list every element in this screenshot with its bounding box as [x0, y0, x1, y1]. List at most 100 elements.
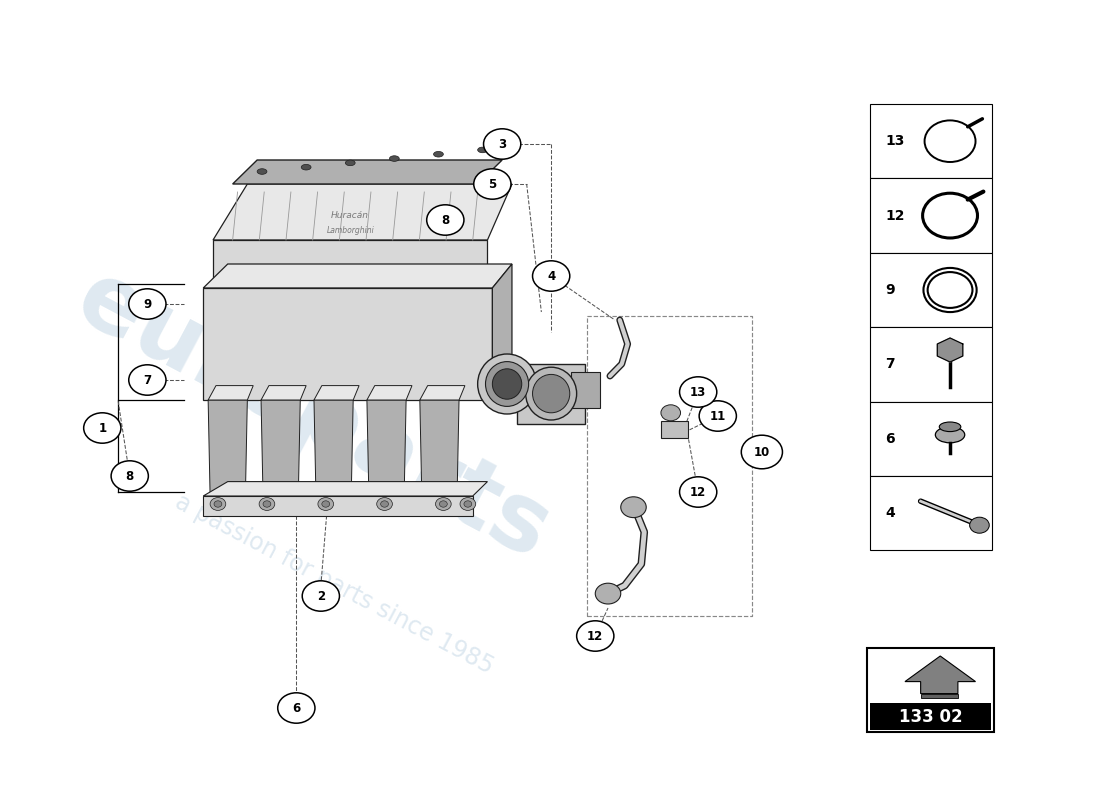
Text: 6: 6 — [886, 432, 895, 446]
Circle shape — [970, 518, 989, 534]
Bar — [870, 178, 992, 253]
Polygon shape — [204, 264, 512, 288]
Polygon shape — [493, 264, 512, 400]
Text: 12: 12 — [886, 209, 905, 222]
Circle shape — [484, 129, 520, 159]
Text: 7: 7 — [143, 374, 152, 386]
Text: 133 02: 133 02 — [899, 708, 962, 726]
Circle shape — [260, 498, 275, 510]
Bar — [870, 476, 992, 550]
Text: europarts: europarts — [60, 253, 565, 579]
Ellipse shape — [433, 151, 443, 157]
Polygon shape — [921, 694, 958, 698]
Text: 12: 12 — [587, 630, 604, 642]
Text: 4: 4 — [886, 506, 895, 520]
Circle shape — [680, 477, 717, 507]
Circle shape — [439, 501, 448, 507]
Circle shape — [129, 365, 166, 395]
Bar — [870, 104, 992, 178]
Bar — [870, 703, 991, 730]
Text: 2: 2 — [317, 590, 324, 602]
Text: 10: 10 — [754, 446, 770, 458]
Text: 5: 5 — [488, 178, 496, 190]
Circle shape — [460, 498, 475, 510]
Text: 8: 8 — [125, 470, 134, 482]
Text: 13: 13 — [690, 386, 706, 398]
Ellipse shape — [485, 362, 529, 406]
Ellipse shape — [526, 367, 576, 420]
Circle shape — [381, 501, 388, 507]
Text: Lamborghini: Lamborghini — [327, 226, 374, 235]
Bar — [870, 327, 992, 402]
Polygon shape — [420, 386, 465, 400]
Polygon shape — [213, 184, 512, 240]
Circle shape — [277, 693, 315, 723]
Circle shape — [376, 498, 393, 510]
Circle shape — [474, 169, 512, 199]
Circle shape — [741, 435, 782, 469]
Circle shape — [111, 461, 148, 491]
Text: 12: 12 — [690, 486, 706, 498]
Polygon shape — [208, 386, 253, 400]
Text: 7: 7 — [886, 358, 895, 371]
Polygon shape — [571, 372, 601, 408]
Text: 1: 1 — [98, 422, 107, 434]
Polygon shape — [367, 386, 412, 400]
Circle shape — [318, 498, 333, 510]
Text: 13: 13 — [886, 134, 904, 148]
Polygon shape — [661, 421, 689, 438]
Ellipse shape — [493, 369, 521, 399]
Ellipse shape — [477, 147, 487, 153]
Text: Huracán: Huracán — [331, 211, 370, 221]
Polygon shape — [208, 400, 248, 496]
Circle shape — [322, 501, 330, 507]
Polygon shape — [314, 386, 359, 400]
Circle shape — [210, 498, 225, 510]
Circle shape — [263, 501, 271, 507]
Text: 11: 11 — [710, 410, 726, 422]
Text: a passion for parts since 1985: a passion for parts since 1985 — [172, 490, 498, 678]
Circle shape — [934, 278, 966, 303]
Circle shape — [84, 413, 121, 443]
Text: 8: 8 — [441, 214, 450, 226]
Circle shape — [129, 289, 166, 319]
Circle shape — [532, 261, 570, 291]
Polygon shape — [204, 496, 473, 516]
Circle shape — [595, 583, 620, 604]
Circle shape — [436, 498, 451, 510]
Polygon shape — [937, 338, 962, 362]
Ellipse shape — [532, 374, 570, 413]
Polygon shape — [261, 386, 306, 400]
Bar — [870, 402, 992, 476]
Ellipse shape — [939, 422, 960, 431]
Circle shape — [620, 497, 646, 518]
Circle shape — [700, 401, 736, 431]
Circle shape — [427, 205, 464, 235]
Text: 6: 6 — [293, 702, 300, 714]
Polygon shape — [420, 400, 459, 496]
Polygon shape — [367, 400, 406, 496]
Ellipse shape — [477, 354, 537, 414]
Bar — [867, 648, 994, 732]
Polygon shape — [905, 656, 976, 694]
Ellipse shape — [345, 160, 355, 166]
Polygon shape — [204, 288, 493, 400]
Polygon shape — [261, 400, 300, 496]
Ellipse shape — [935, 427, 965, 443]
Circle shape — [680, 377, 717, 407]
Text: 4: 4 — [547, 270, 556, 282]
Circle shape — [214, 501, 222, 507]
Ellipse shape — [389, 156, 399, 162]
Circle shape — [661, 405, 681, 421]
Polygon shape — [204, 482, 487, 496]
Circle shape — [464, 501, 472, 507]
Polygon shape — [314, 400, 353, 496]
Polygon shape — [517, 364, 585, 424]
Polygon shape — [213, 240, 487, 288]
Circle shape — [576, 621, 614, 651]
Text: 9: 9 — [143, 298, 152, 310]
Text: 3: 3 — [498, 138, 506, 150]
Circle shape — [302, 581, 340, 611]
Polygon shape — [232, 160, 503, 184]
Ellipse shape — [301, 164, 311, 170]
